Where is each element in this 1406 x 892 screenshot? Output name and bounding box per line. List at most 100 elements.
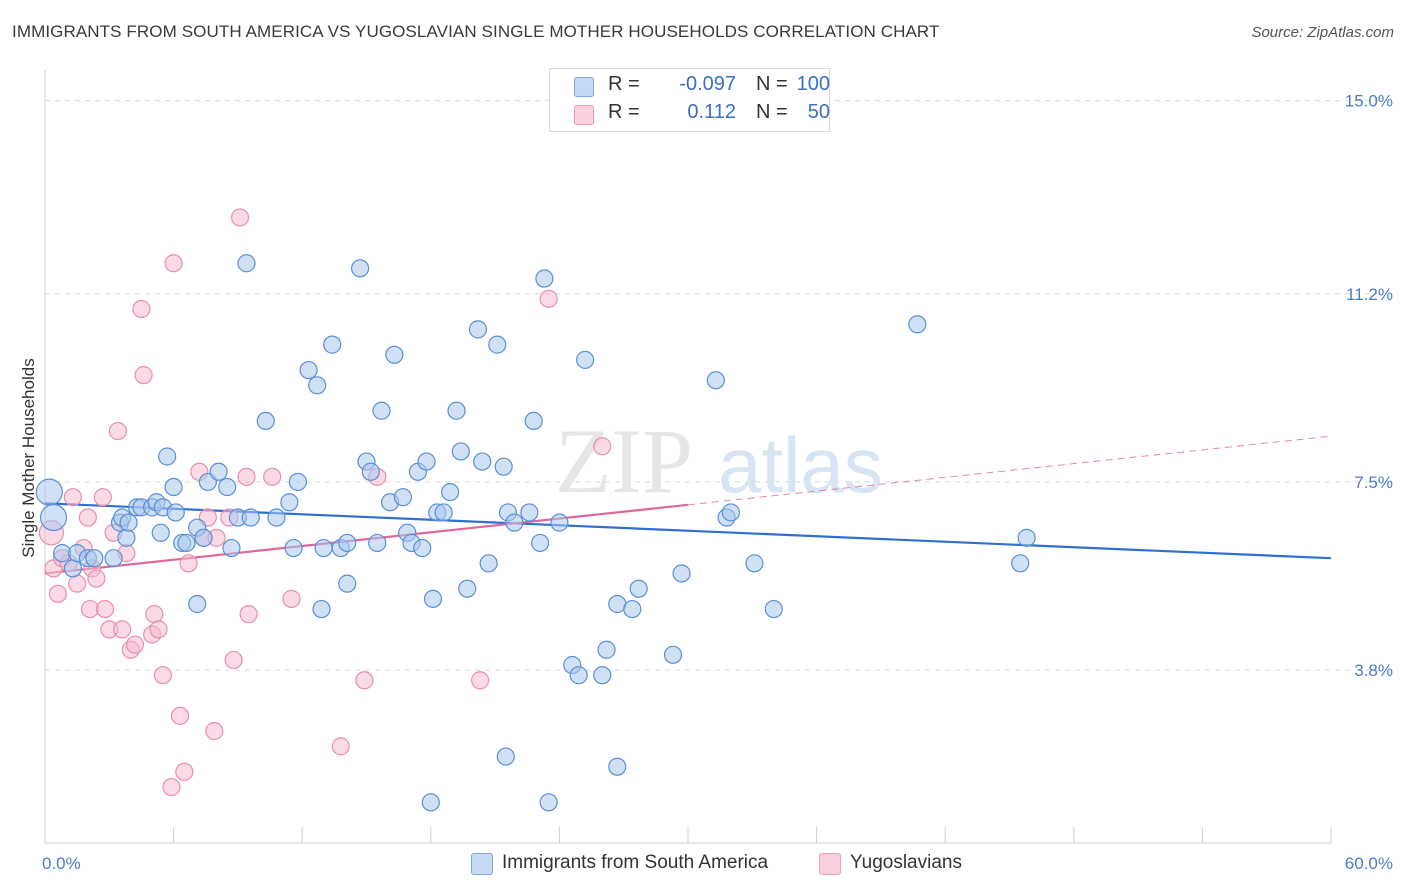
point-south-america: [1011, 554, 1030, 573]
y-tick-label-3: 15.0%: [1345, 92, 1393, 111]
point-south-america: [350, 259, 370, 278]
points-south-america: [35, 254, 1036, 812]
point-south-america: [745, 554, 764, 573]
point-yugoslavians: [205, 722, 224, 741]
point-south-america: [721, 503, 740, 522]
point-south-america: [63, 559, 82, 578]
point-south-america: [237, 254, 256, 273]
point-yugoslavians: [149, 620, 168, 639]
point-south-america: [488, 335, 507, 354]
point-south-america: [194, 528, 213, 547]
watermark-zip: ZIP: [555, 410, 693, 512]
trend-line-south-america: [44, 502, 1332, 560]
legend-swatch-blue: [471, 853, 493, 875]
point-south-america: [312, 599, 331, 619]
series-legend-label: Yugoslavians: [850, 852, 962, 873]
series-legend: Immigrants from South America Yugoslavia…: [0, 851, 1406, 879]
point-yugoslavians: [95, 599, 115, 619]
point-yugoslavians: [179, 554, 198, 573]
point-yugoslavians: [87, 569, 106, 588]
point-south-america: [393, 488, 413, 507]
point-south-america: [597, 640, 616, 659]
point-south-america: [1017, 528, 1036, 547]
point-south-america: [550, 513, 569, 532]
legend-swatch-pink: [574, 105, 594, 125]
point-yugoslavians: [282, 589, 301, 608]
point-south-america: [468, 320, 488, 339]
x-tick-label-min: 0.0%: [42, 854, 81, 873]
point-south-america: [314, 538, 333, 558]
y-axis-label: Single Mother Households: [19, 358, 38, 557]
axes: [44, 70, 1332, 844]
trend-lines: [44, 435, 1332, 575]
point-south-america: [104, 549, 123, 568]
point-south-america: [423, 589, 443, 608]
point-south-america: [256, 411, 275, 431]
point-south-america: [284, 538, 303, 558]
y-tick-label-1: 7.5%: [1354, 473, 1393, 492]
point-south-america: [368, 533, 387, 553]
point-south-america: [479, 554, 498, 573]
point-south-america: [188, 594, 207, 614]
y-tick-label-0: 3.8%: [1354, 661, 1393, 680]
point-south-america: [209, 462, 228, 481]
point-yugoslavians: [63, 488, 82, 507]
point-south-america: [663, 645, 683, 664]
point-yugoslavians: [237, 467, 256, 486]
legend-r-label: R =: [608, 73, 640, 95]
point-south-america: [706, 371, 725, 390]
point-yugoslavians: [170, 706, 190, 725]
point-south-america: [623, 599, 642, 619]
point-yugoslavians: [593, 437, 612, 456]
point-south-america: [299, 360, 318, 380]
chart-title: IMMIGRANTS FROM SOUTH AMERICA VS YUGOSLA…: [12, 22, 940, 41]
point-south-america: [166, 503, 185, 522]
point-south-america: [447, 401, 466, 420]
tick-labels: 3.8% 7.5% 11.2% 15.0% 0.0% 60.0%: [42, 92, 1393, 873]
correlation-legend: R = -0.097 N = 100 R = 0.112 N = 50: [549, 68, 830, 132]
watermark: ZIP atlas: [555, 410, 883, 512]
point-yugoslavians: [224, 650, 243, 670]
point-south-america: [473, 452, 492, 471]
point-south-america: [385, 345, 404, 364]
point-yugoslavians: [78, 508, 97, 527]
point-south-america: [421, 793, 440, 812]
point-yugoslavians: [539, 289, 558, 308]
point-south-america: [117, 528, 136, 547]
point-yugoslavians: [355, 671, 374, 690]
point-yugoslavians: [239, 605, 258, 624]
point-south-america: [222, 538, 241, 558]
point-south-america: [308, 376, 327, 395]
point-yugoslavians: [134, 366, 153, 385]
legend-r-value: -0.097: [679, 73, 736, 95]
point-yugoslavians: [175, 762, 194, 781]
point-yugoslavians: [68, 574, 87, 593]
point-yugoslavians: [263, 467, 282, 486]
point-yugoslavians: [164, 254, 183, 273]
source-note: Source: ZipAtlas.com: [1251, 24, 1394, 41]
point-south-america: [458, 579, 477, 598]
point-south-america: [417, 452, 436, 471]
legend-n-label: N =: [756, 101, 788, 123]
legend-n-label: N =: [756, 73, 788, 95]
point-south-america: [576, 350, 595, 369]
point-south-america: [85, 549, 104, 568]
point-south-america: [524, 411, 543, 431]
point-south-america: [451, 442, 470, 461]
point-south-america: [535, 269, 554, 288]
point-south-america: [440, 482, 460, 502]
point-yugoslavians: [331, 737, 350, 756]
point-south-america: [569, 666, 588, 685]
point-south-america: [496, 747, 515, 766]
point-south-america: [158, 447, 177, 466]
point-yugoslavians: [132, 299, 151, 319]
point-south-america: [119, 513, 138, 532]
legend-r-value: 0.112: [687, 101, 736, 123]
point-south-america: [323, 335, 342, 354]
point-south-america: [593, 666, 612, 685]
point-south-america: [434, 503, 453, 522]
point-yugoslavians: [145, 605, 164, 624]
point-south-america: [672, 564, 691, 583]
point-yugoslavians: [153, 666, 172, 685]
